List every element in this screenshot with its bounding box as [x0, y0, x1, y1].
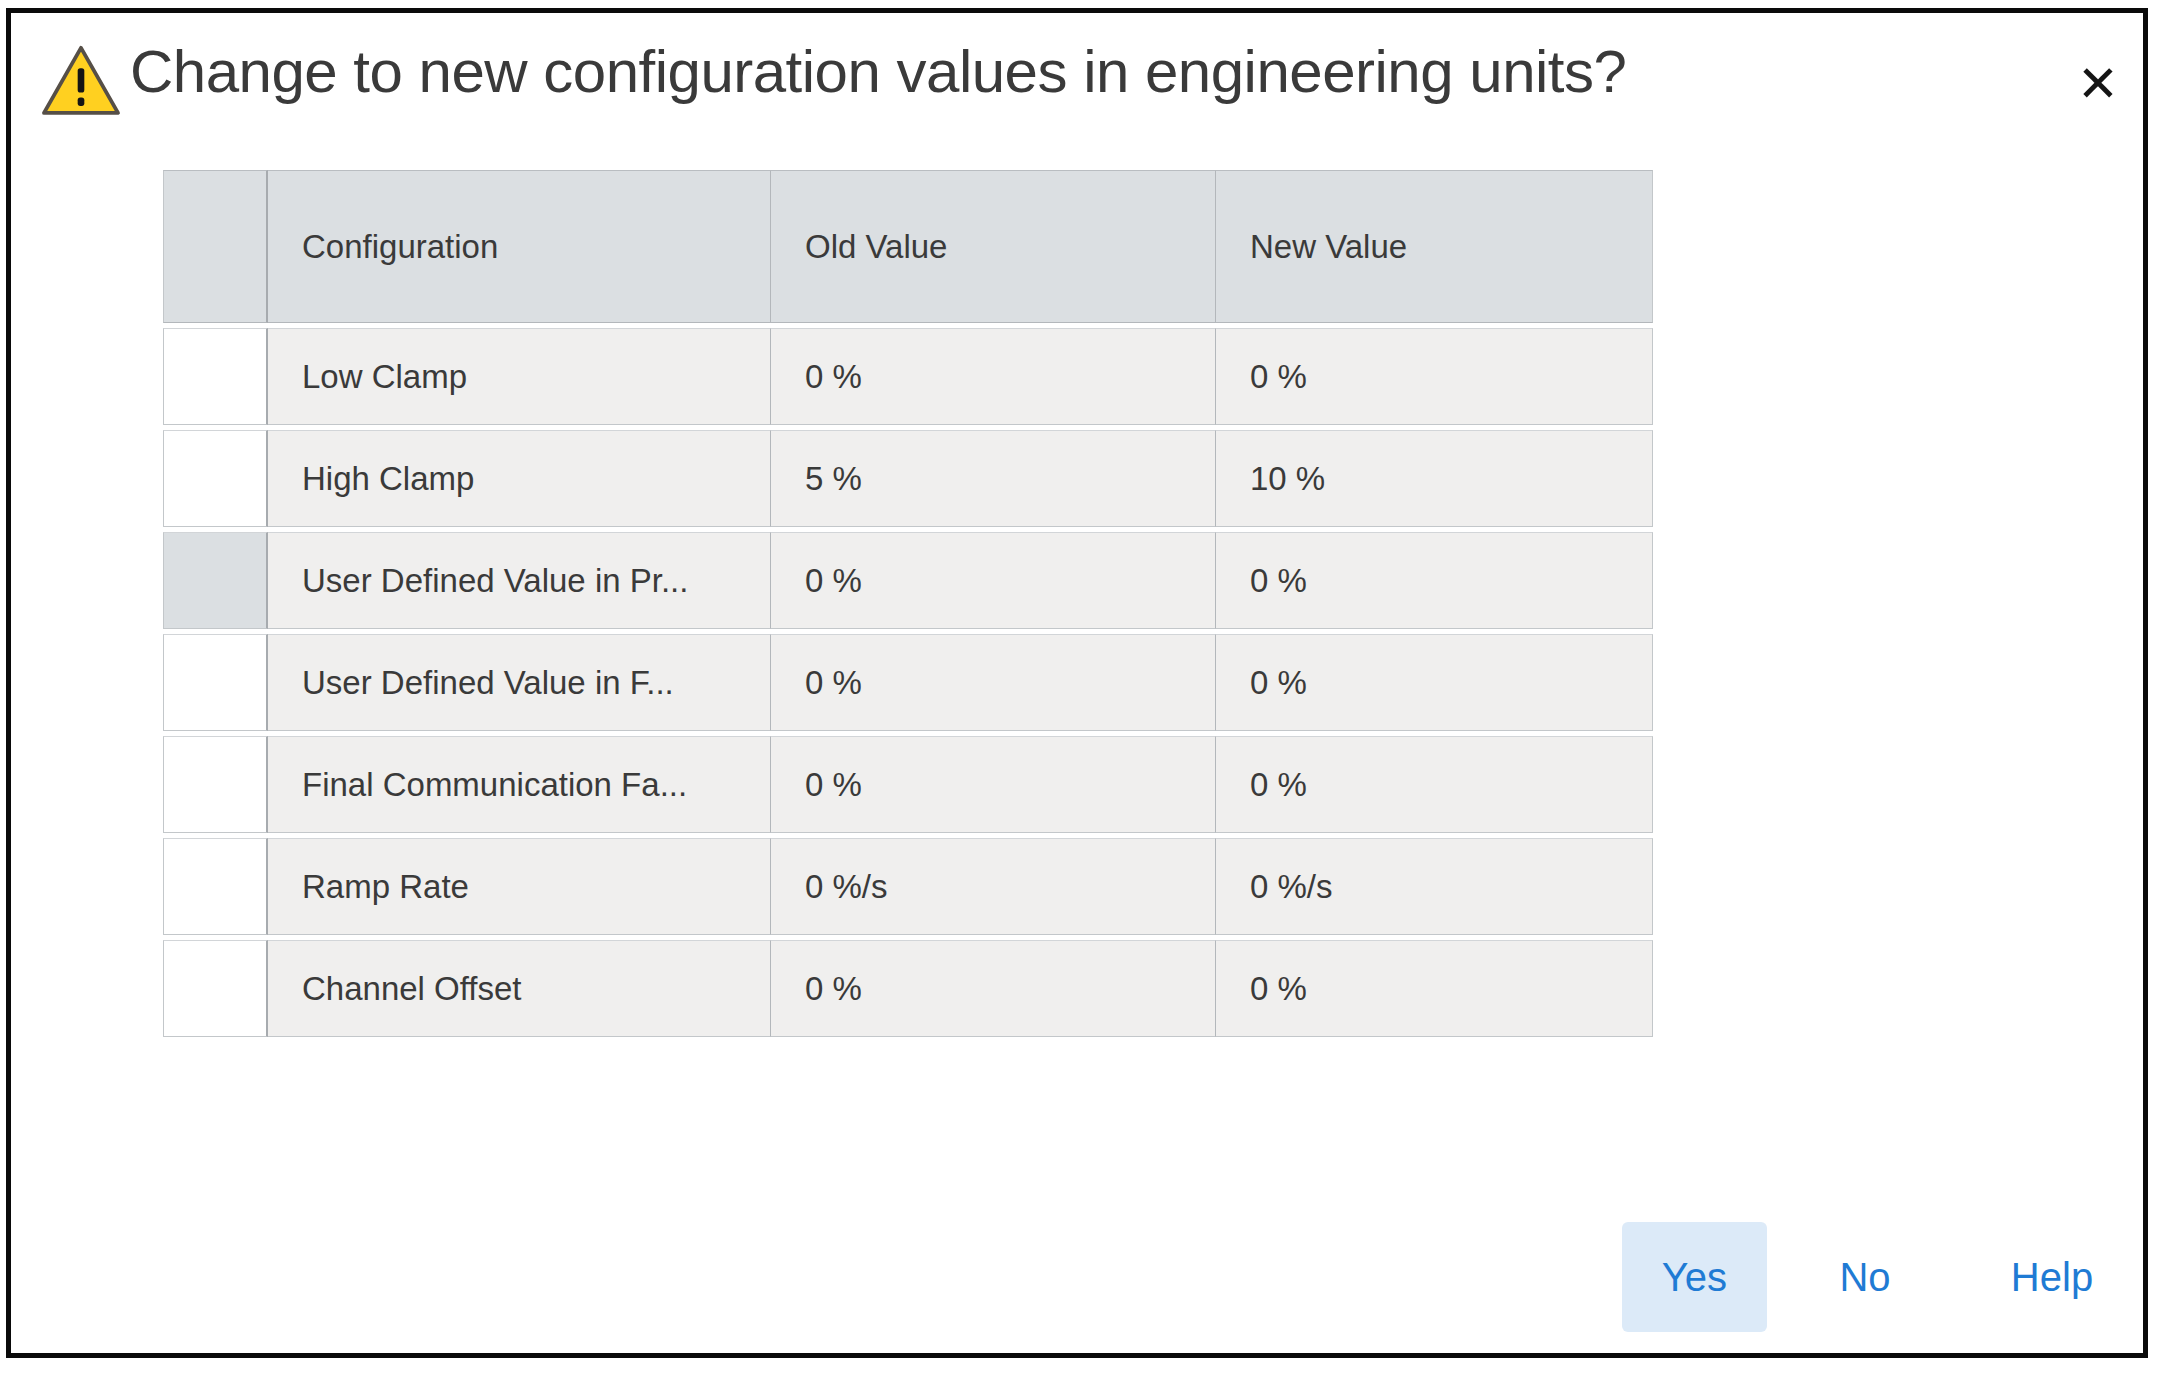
- table-row[interactable]: Channel Offset 0 % 0 %: [163, 940, 1653, 1037]
- no-button[interactable]: No: [1795, 1222, 1935, 1332]
- table-row[interactable]: Final Communication Fa... 0 % 0 %: [163, 736, 1653, 833]
- old-value-cell: 5 %: [770, 430, 1215, 527]
- new-value-cell: 0 %: [1215, 634, 1653, 731]
- new-value-cell: 0 %: [1215, 736, 1653, 833]
- configuration-table: Configuration Old Value New Value Low Cl…: [163, 170, 1653, 1042]
- row-selector-cell[interactable]: [163, 634, 268, 731]
- table-row[interactable]: User Defined Value in Pr... 0 % 0 %: [163, 532, 1653, 629]
- close-button[interactable]: ✕: [2062, 48, 2134, 120]
- column-header-configuration: Configuration: [268, 170, 770, 323]
- row-selector-cell[interactable]: [163, 328, 268, 425]
- table-row[interactable]: Ramp Rate 0 %/s 0 %/s: [163, 838, 1653, 935]
- config-cell: Channel Offset: [268, 940, 770, 1037]
- new-value-cell: 10 %: [1215, 430, 1653, 527]
- new-value-cell: 0 %: [1215, 532, 1653, 629]
- row-selector-cell[interactable]: [163, 736, 268, 833]
- row-selector-cell[interactable]: [163, 838, 268, 935]
- close-icon: ✕: [2077, 55, 2119, 113]
- yes-button[interactable]: Yes: [1622, 1222, 1767, 1332]
- config-cell: Low Clamp: [268, 328, 770, 425]
- warning-icon: [40, 44, 122, 118]
- new-value-cell: 0 %: [1215, 328, 1653, 425]
- old-value-cell: 0 %: [770, 328, 1215, 425]
- old-value-cell: 0 %: [770, 634, 1215, 731]
- column-header-indicator: [163, 170, 268, 323]
- config-cell: Final Communication Fa...: [268, 736, 770, 833]
- table-row[interactable]: Low Clamp 0 % 0 %: [163, 328, 1653, 425]
- config-cell: Ramp Rate: [268, 838, 770, 935]
- config-cell: User Defined Value in F...: [268, 634, 770, 731]
- column-header-old-value: Old Value: [770, 170, 1215, 323]
- config-cell: User Defined Value in Pr...: [268, 532, 770, 629]
- table-row[interactable]: User Defined Value in F... 0 % 0 %: [163, 634, 1653, 731]
- config-cell: High Clamp: [268, 430, 770, 527]
- dialog-title: Change to new configuration values in en…: [130, 34, 2010, 110]
- old-value-cell: 0 %: [770, 532, 1215, 629]
- new-value-cell: 0 %/s: [1215, 838, 1653, 935]
- row-selector-cell[interactable]: [163, 430, 268, 527]
- row-selector-cell[interactable]: [163, 940, 268, 1037]
- old-value-cell: 0 %/s: [770, 838, 1215, 935]
- row-selector-cell[interactable]: [163, 532, 268, 629]
- table-header-row: Configuration Old Value New Value: [163, 170, 1653, 323]
- old-value-cell: 0 %: [770, 736, 1215, 833]
- new-value-cell: 0 %: [1215, 940, 1653, 1037]
- table-row[interactable]: High Clamp 5 % 10 %: [163, 430, 1653, 527]
- column-header-new-value: New Value: [1215, 170, 1653, 323]
- old-value-cell: 0 %: [770, 940, 1215, 1037]
- help-button[interactable]: Help: [1982, 1222, 2122, 1332]
